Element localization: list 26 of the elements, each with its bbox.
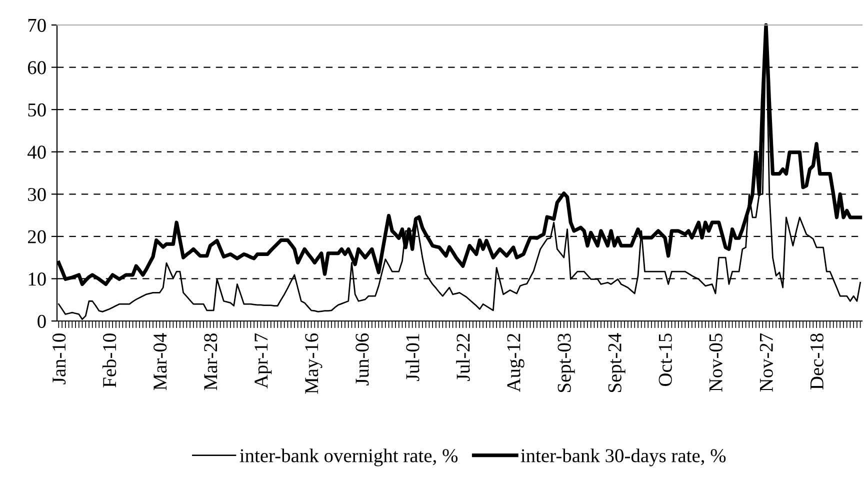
x-tick-label: Jun-06 — [356, 333, 369, 386]
x-tick-label: Dec-18 — [810, 334, 824, 390]
x-tick-label: Nov-05 — [709, 334, 722, 392]
x-tick-label: May-16 — [305, 333, 322, 394]
x-tick-label: Mar-28 — [204, 334, 218, 390]
legend-label: inter-bank 30-days rate, % — [520, 448, 726, 466]
y-tick-label: 30 — [28, 188, 46, 202]
x-tick-label: Jul-22 — [456, 334, 470, 382]
y-tick-label: 40 — [28, 146, 46, 159]
legend-label: inter-bank overnight rate, % — [240, 448, 458, 466]
x-tick-label: Aug-12 — [507, 334, 524, 392]
x-tick-label: Feb-10 — [102, 334, 116, 388]
x-tick-label: Sept-24 — [608, 333, 626, 392]
x-tick-label: Sept-03 — [558, 334, 575, 392]
x-tick-label: Jan-10 — [52, 334, 66, 384]
y-tick-label: 50 — [28, 103, 46, 117]
y-tick-label: 70 — [28, 18, 46, 32]
x-tick-label: Apr-17 — [254, 333, 272, 388]
y-tick-label: 10 — [28, 272, 46, 286]
y-tick-label: 60 — [28, 61, 46, 74]
x-tick-label: Nov-27 — [760, 333, 773, 392]
x-tick-label: Oct-15 — [658, 334, 672, 386]
x-tick-label: Jul-01 — [406, 334, 420, 382]
y-tick-label: 20 — [28, 230, 46, 244]
y-tick-label: 0 — [38, 314, 46, 328]
x-tick-label: Mar-04 — [154, 333, 167, 390]
